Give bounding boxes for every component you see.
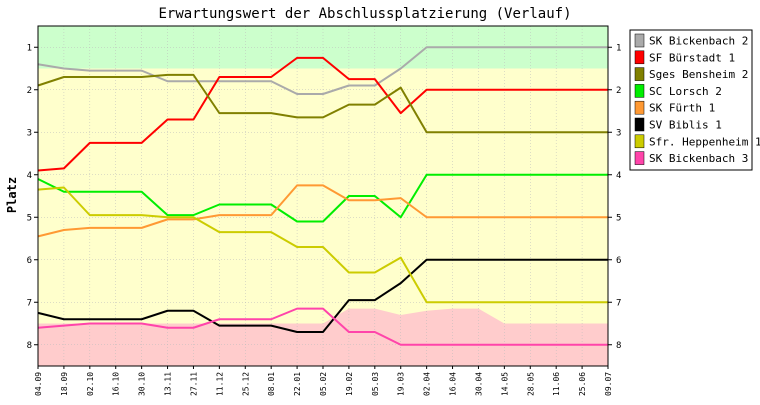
legend-swatch-3 — [634, 84, 645, 98]
y-tick-label-left: 7 — [27, 298, 32, 308]
legend-entry-6: Sfr. Heppenheim 1 — [649, 135, 760, 148]
series-line-7 — [37, 307, 608, 346]
legend-box — [629, 29, 753, 171]
x-tick-label: 11.06 — [552, 372, 561, 396]
y-tick-label-left: 1 — [27, 43, 32, 53]
x-tick-label: 08.01 — [267, 372, 276, 396]
x-tick-label: 09.07 — [604, 372, 613, 396]
legend-entry-2: Sges Bensheim 2 — [649, 68, 748, 81]
x-tick-label: 11.12 — [215, 372, 224, 396]
legend-swatch-1 — [634, 50, 645, 65]
chart-title: Erwartungswert der Abschlussplatzierung … — [158, 6, 571, 22]
x-tick-label: 02.10 — [86, 372, 95, 396]
y-tick-label-left: 3 — [27, 128, 32, 138]
legend-entry-0: SK Bickenbach 2 — [649, 35, 748, 48]
legend-swatch-2 — [634, 67, 645, 81]
y-ticks-right: 1 2 3 4 5 6 7 8 — [608, 43, 621, 351]
x-tick-label: 05.02 — [319, 372, 328, 396]
y-tick-label-left: 8 — [27, 341, 32, 351]
y-tick-label-right: 6 — [616, 256, 621, 266]
legend-entry-7: SK Bickenbach 3 — [649, 152, 748, 165]
x-tick-label: 27.11 — [189, 372, 198, 396]
legend: SK Bickenbach 2 SF Bürstadt 1 Sges Benshei… — [629, 29, 760, 171]
y-tick-label-right: 5 — [616, 213, 621, 223]
x-tick-label: 30.10 — [138, 372, 147, 396]
x-tick-label: 22.01 — [293, 372, 302, 396]
legend-swatch-5 — [634, 117, 645, 132]
y-tick-label-left: 6 — [27, 256, 32, 266]
legend-swatch-0 — [634, 33, 645, 48]
x-tick-label: 02.04 — [423, 372, 432, 396]
x-tick-label: 25.12 — [241, 372, 250, 396]
legend-entry-5: SV Biblis 1 — [649, 119, 722, 132]
zone-relegation — [38, 308, 608, 366]
series-line-6 — [37, 186, 608, 304]
legend-swatch-4 — [634, 100, 645, 115]
y-tick-label-right: 1 — [616, 43, 621, 53]
series-line-2 — [37, 73, 608, 134]
series-line-3 — [37, 173, 608, 223]
series-line-5 — [37, 258, 608, 333]
x-tick-label: 04.09 — [34, 372, 43, 396]
y-tick-label-left: 5 — [27, 213, 32, 223]
x-tick-label: 28.05 — [526, 372, 535, 396]
series-lines — [37, 46, 608, 346]
y-tick-label-right: 8 — [616, 341, 621, 351]
legend-entry-1: SF Bürstadt 1 — [649, 51, 735, 64]
x-tick-label: 14.05 — [500, 372, 509, 396]
y-tick-label-right: 4 — [616, 171, 621, 181]
background-zones — [38, 26, 608, 366]
x-tick-label: 13.11 — [164, 372, 173, 396]
y-tick-label-left: 4 — [27, 171, 32, 181]
series-line-1 — [37, 56, 608, 172]
legend-swatch-7 — [634, 151, 645, 165]
y-ticks-left: 1 2 3 4 5 6 7 8 — [27, 43, 38, 351]
x-ticks: 04.09 18.09 02.10 16.10 30.10 13.11 27.11 11.12… — [34, 366, 613, 396]
x-tick-label: 25.06 — [578, 372, 587, 396]
y-axis-label: Platz — [5, 177, 19, 213]
y-tick-label-left: 2 — [27, 86, 32, 96]
x-tick-label: 16.04 — [449, 372, 458, 396]
x-tick-label: 18.09 — [60, 372, 69, 396]
legend-entry-4: SK Fürth 1 — [649, 102, 715, 115]
x-tick-label: 19.02 — [345, 372, 354, 396]
x-tick-label: 05.03 — [371, 372, 380, 396]
series-line-4 — [37, 184, 608, 238]
x-tick-label: 19.03 — [397, 372, 406, 396]
legend-entry-3: SC Lorsch 2 — [649, 85, 722, 98]
legend-swatch-6 — [634, 134, 645, 149]
y-tick-label-right: 2 — [616, 86, 621, 96]
y-tick-label-right: 3 — [616, 128, 621, 138]
x-tick-label: 30.04 — [474, 372, 483, 396]
series-line-0 — [37, 46, 608, 95]
x-tick-label: 16.10 — [112, 372, 121, 396]
y-tick-label-right: 7 — [616, 298, 621, 308]
